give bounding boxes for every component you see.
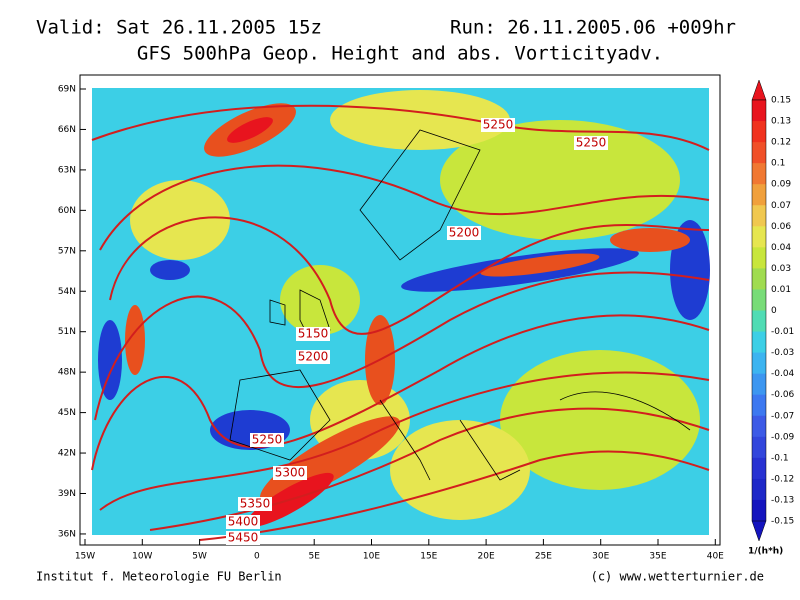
footer-left: Institut f. Meteorologie FU Berlin <box>36 570 282 584</box>
contour-label: 5200 <box>449 226 480 240</box>
contour-label: 5300 <box>275 466 306 480</box>
contour-label: 5250 <box>252 433 283 447</box>
colorbar-band <box>752 478 766 501</box>
contour-label-bg <box>447 226 481 240</box>
colorbar-band <box>752 142 766 164</box>
colorbar-label: -0.04 <box>771 369 795 379</box>
lon-label: 0 <box>254 552 260 562</box>
colorbar-label: 0.04 <box>771 243 791 253</box>
lat-label: 54N <box>58 287 76 297</box>
lon-label: 40E <box>707 552 724 562</box>
lon-label: 20E <box>478 552 495 562</box>
contour-label-bg <box>226 531 260 545</box>
lon-label: 15W <box>75 552 95 562</box>
lon-label: 35E <box>649 552 666 562</box>
contour-label: 5250 <box>483 118 514 132</box>
colorbar-label: -0.09 <box>771 432 795 442</box>
colorbar-band <box>752 457 766 480</box>
valid-time: Valid: Sat 26.11.2005 15z <box>36 17 322 39</box>
colorbar-label: 0.01 <box>771 285 791 295</box>
lat-label: 69N <box>58 85 76 95</box>
colorbar-label: 0.12 <box>771 138 791 148</box>
colorbar-band <box>752 331 766 354</box>
lon-label: 10E <box>363 552 380 562</box>
colorbar-label: -0.12 <box>771 474 794 484</box>
colorbar-label: -0.03 <box>771 348 794 358</box>
contour-label-bg <box>238 497 272 511</box>
lat-label: 60N <box>58 206 76 216</box>
lat-label: 48N <box>58 368 76 378</box>
colorbar-label: -0.13 <box>771 495 794 505</box>
contour-label: 5350 <box>240 497 271 511</box>
colorbar-bottom <box>751 520 767 542</box>
colorbar-band <box>752 100 766 122</box>
lat-label: 63N <box>58 165 76 175</box>
colorbar-label: 0.15 <box>771 96 791 106</box>
lon-label: 15E <box>420 552 437 562</box>
colorbar-label: 0.1 <box>771 159 785 169</box>
colorbar-label: 0.03 <box>771 264 791 274</box>
colorbar-band <box>752 184 766 206</box>
colorbar-band <box>752 499 766 522</box>
colorbar-label: 0.09 <box>771 180 791 190</box>
colorbar-label: -0.15 <box>771 517 794 527</box>
colorbar-band <box>752 373 766 396</box>
colorbar-frame <box>751 99 767 522</box>
lat-label: 39N <box>58 489 76 499</box>
colorbar-label: 0.07 <box>771 201 791 211</box>
colorbar-band <box>752 226 766 248</box>
colorbar-band <box>752 163 766 185</box>
run-time: Run: 26.11.2005.06 +009hr <box>450 17 736 39</box>
contour-label-bg <box>296 350 330 364</box>
contour-label-bg <box>296 327 330 341</box>
contour-label-bg <box>226 515 260 529</box>
lon-label: 25E <box>535 552 552 562</box>
lat-label: 66N <box>58 125 76 135</box>
colorbar-label: 0 <box>771 306 777 316</box>
colorbar-label: 0.13 <box>771 117 791 127</box>
contour-label-bg <box>250 433 284 447</box>
footer-right: (c) www.wetterturnier.de <box>591 570 764 584</box>
colorbar-label: -0.01 <box>771 327 794 337</box>
colorbar-band <box>752 415 766 438</box>
colorbar-band <box>752 352 766 375</box>
colorbar-label: -0.06 <box>771 390 795 400</box>
colorbar-band <box>752 394 766 417</box>
contour-label-bg <box>273 466 307 480</box>
lat-label: 51N <box>58 327 76 337</box>
colorbar-band <box>752 310 766 333</box>
contour-label: 5400 <box>228 515 259 529</box>
contour-label-bg <box>574 136 608 150</box>
colorbar-unit: 1/(h*h) <box>748 547 783 557</box>
colorbar-band <box>752 268 766 290</box>
lat-label: 57N <box>58 246 76 256</box>
lat-label: 36N <box>58 529 76 539</box>
lon-label: 30E <box>592 552 609 562</box>
contour-label: 5150 <box>298 327 329 341</box>
lon-label: 5E <box>308 552 320 562</box>
colorbar-label: -0.1 <box>771 453 789 463</box>
lat-label: 42N <box>58 449 76 459</box>
colorbar-band <box>752 121 766 143</box>
contour-label-bg <box>481 118 515 132</box>
contour-label: 5250 <box>576 136 607 150</box>
colorbar-band <box>752 247 766 269</box>
lon-label: 5W <box>192 552 207 562</box>
lon-label: 10W <box>132 552 152 562</box>
contour-label: 5200 <box>298 350 329 364</box>
colorbar-band <box>752 205 766 227</box>
contour-label: 5450 <box>228 531 259 545</box>
colorbar-band <box>752 436 766 459</box>
colorbar-label: -0.07 <box>771 411 794 421</box>
colorbar-label: 0.06 <box>771 222 791 232</box>
lat-label: 45N <box>58 408 76 418</box>
map-title: GFS 500hPa Geop. Height and abs. Vortici… <box>137 43 663 65</box>
colorbar-top <box>751 79 767 101</box>
colorbar-band <box>752 289 766 311</box>
